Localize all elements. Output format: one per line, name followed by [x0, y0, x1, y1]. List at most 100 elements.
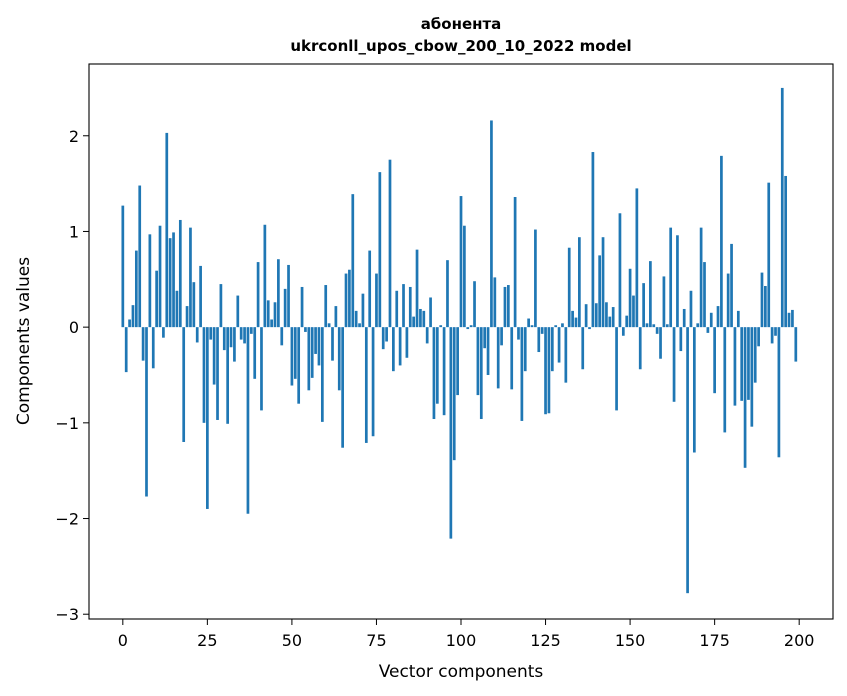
bar — [189, 227, 192, 328]
bar — [463, 225, 466, 328]
bar — [273, 302, 277, 328]
bar — [642, 283, 645, 328]
y-tick-label: −2 — [55, 510, 79, 529]
y-tick-label: −1 — [55, 414, 79, 433]
bar — [341, 327, 344, 448]
bar — [608, 316, 612, 328]
bar — [334, 306, 338, 328]
bar — [618, 213, 622, 328]
bar — [740, 327, 744, 401]
bar — [256, 262, 260, 328]
bar — [665, 324, 669, 328]
bar — [517, 327, 520, 340]
bar — [151, 327, 155, 369]
bar — [692, 327, 696, 453]
bar — [361, 293, 365, 328]
bar — [324, 285, 328, 328]
bar — [378, 172, 382, 328]
bar — [195, 327, 199, 343]
bar — [381, 327, 385, 350]
bar — [422, 310, 426, 328]
bar — [743, 327, 747, 468]
bar — [300, 286, 304, 328]
bar — [402, 284, 405, 328]
bar — [168, 238, 172, 328]
bar — [605, 302, 608, 328]
bar — [598, 255, 602, 328]
bar — [500, 327, 503, 346]
bar — [216, 327, 219, 420]
bar — [385, 327, 388, 342]
bar — [155, 270, 158, 328]
bar — [249, 327, 253, 334]
bar — [709, 312, 713, 328]
bar — [206, 327, 209, 509]
bar — [466, 327, 470, 330]
bar — [632, 295, 635, 328]
bar — [253, 327, 257, 379]
x-tick-label: 0 — [118, 631, 128, 650]
bar — [736, 310, 740, 328]
bar — [611, 307, 615, 328]
bar — [760, 272, 764, 328]
bar — [764, 286, 767, 328]
bar — [192, 282, 196, 328]
x-tick-label: 25 — [197, 631, 217, 650]
bar — [503, 286, 507, 328]
bar — [358, 323, 361, 328]
bar — [304, 327, 307, 332]
bar — [392, 327, 395, 372]
y-axis-label: Components values — [14, 257, 34, 425]
bar — [628, 268, 632, 328]
bar — [307, 327, 311, 391]
bar — [310, 327, 314, 378]
bar — [398, 327, 402, 366]
y-tick-label: 2 — [69, 127, 79, 146]
bar — [540, 327, 544, 334]
bar — [331, 327, 334, 361]
bar — [233, 327, 236, 362]
bar — [547, 327, 551, 414]
bar — [713, 327, 716, 394]
x-tick-label: 125 — [530, 631, 561, 650]
bar-series — [121, 87, 798, 594]
bar — [578, 237, 581, 328]
bar — [297, 327, 301, 404]
bar — [584, 304, 588, 328]
bar — [172, 232, 175, 328]
bar — [452, 327, 456, 461]
bar — [747, 327, 750, 400]
x-tick-label: 175 — [699, 631, 730, 650]
bar — [621, 327, 625, 336]
bar — [277, 259, 280, 328]
bar — [574, 317, 578, 328]
bar — [287, 264, 290, 328]
bar — [594, 303, 598, 328]
bar — [425, 327, 429, 344]
bar — [645, 323, 649, 328]
bar — [506, 285, 510, 328]
bar — [510, 327, 514, 390]
bar — [723, 327, 727, 433]
bar — [774, 327, 777, 336]
bar — [337, 327, 341, 391]
bar — [178, 219, 182, 328]
bar — [446, 260, 449, 328]
bar — [544, 327, 547, 415]
bar — [672, 327, 676, 402]
bar — [266, 300, 270, 328]
bar — [753, 327, 757, 383]
bar — [601, 237, 605, 328]
bar — [567, 247, 571, 328]
bar — [375, 273, 378, 328]
bar — [615, 327, 618, 411]
bar — [561, 323, 564, 328]
bar — [534, 229, 537, 328]
bar — [175, 290, 179, 328]
bar — [527, 318, 530, 328]
bar — [408, 286, 412, 328]
bar — [777, 327, 781, 458]
bar — [493, 277, 497, 328]
x-tick-label: 150 — [615, 631, 646, 650]
bar — [219, 284, 223, 328]
